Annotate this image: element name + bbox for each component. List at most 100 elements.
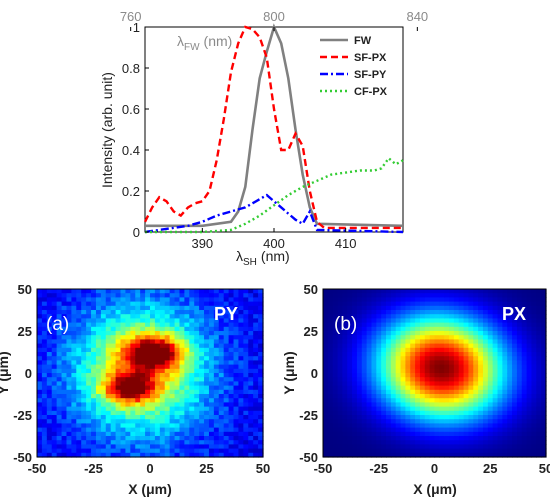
heatmap-cell [419,402,426,408]
heatmap-cell [487,339,494,345]
heatmap-cell [415,314,421,319]
heatmap-cell [120,423,127,429]
heatmap-cell [213,373,220,378]
heatmap-cell [51,343,58,349]
heatmap-cell [135,410,141,416]
heatmap-cell [478,289,484,294]
heatmap-cell [463,427,470,433]
heatmap-cell [51,326,58,332]
heatmap-cell [361,322,368,328]
heatmap-cell [115,410,122,416]
heatmap-cell [218,360,225,366]
heatmap-cell [145,326,151,332]
heatmap-cell [356,423,363,429]
heatmap-cell [327,385,334,391]
heatmap-cell [76,431,82,437]
heatmap-cell [541,301,547,307]
heatmap-cell [356,398,363,403]
heatmap-cell [164,301,171,307]
heatmap-cell [482,331,489,336]
heatmap-cell [233,436,240,441]
heatmap-cell [516,297,523,303]
heatmap-cell [130,377,136,382]
heatmap-cell [228,398,235,403]
heatmap-cell [243,419,249,424]
heatmap-cell [361,415,368,420]
heatmap-cell [332,402,339,408]
heatmap-cell [228,410,235,416]
heatmap-cell [521,339,528,345]
heatmap-cell [76,310,82,315]
heatmap-cell [71,322,77,328]
heatmap-cell [100,335,107,340]
heatmap-cell [218,310,225,315]
heatmap-cell [487,440,494,445]
heatmap-cell [502,314,508,319]
heatmap-cell [453,318,460,324]
heatmap-cell [179,322,185,328]
heatmap-cell [453,373,460,378]
heatmap-cell [453,368,460,374]
heatmap-cell [159,343,166,349]
heatmap-cell [81,364,87,370]
heatmap-cell [61,360,68,366]
heatmap-cell [434,310,440,315]
heatmap-cell [386,373,392,378]
heatmap-cell [376,339,382,345]
heatmap-cell [473,310,479,315]
heatmap-cell [516,423,523,429]
heatmap-cell [439,427,445,433]
heatmap-cell [179,352,185,357]
heatmap-cell [169,335,176,340]
heatmap-cell [154,389,161,395]
heatmap-cell [56,343,63,349]
heatmap-cell [502,377,508,382]
heatmap-cell [66,436,72,441]
heatmap-cell [376,373,382,378]
heatmap-cell [248,343,254,349]
heatmap-cell [386,331,392,336]
heatmap-cell [487,356,494,361]
heatmap-cell [51,431,58,437]
heatmap-cell [179,402,185,408]
heatmap-cell [424,440,431,445]
heatmap-cell [347,448,353,454]
heatmap-cell [218,402,225,408]
heatmap-cell [164,419,171,424]
heatmap-cell [258,377,264,382]
heatmap-cell [204,331,210,336]
heatmap-cell [46,452,53,458]
heatmap-cell [120,448,127,454]
heatmap-cell [125,427,131,433]
heatmap-cell [405,310,411,315]
heatmap-cell [356,314,363,319]
heatmap-cell [361,389,368,395]
heatmap-cell [352,419,358,424]
heatmap-cell [444,352,450,357]
heatmap-cell [390,322,397,328]
heatmap-cell [81,347,87,353]
heatmap-cell [356,448,363,454]
heatmap-cell [125,339,131,345]
heatmap-cell [449,385,455,391]
heatmap-cell [199,427,205,433]
heatmap-cell [233,305,240,311]
heatmap-cell [95,444,102,450]
heatmap-cell [361,326,368,332]
heatmap-cell [482,310,489,315]
heatmap-cell [337,394,343,399]
heatmap-cell [115,373,122,378]
heatmap-cell [140,339,146,345]
heatmap-cell [218,352,225,357]
heatmap-cell [120,398,127,403]
heatmap-cell [482,335,489,340]
heatmap-cell [376,406,382,412]
heatmap-cell [76,394,82,399]
heatmap-cell [51,427,58,433]
heatmap-cell [213,427,220,433]
heatmap-cell [150,406,156,412]
heatmap-cell [238,326,244,332]
heatmap-cell [415,356,421,361]
heatmap-cell [150,448,156,454]
